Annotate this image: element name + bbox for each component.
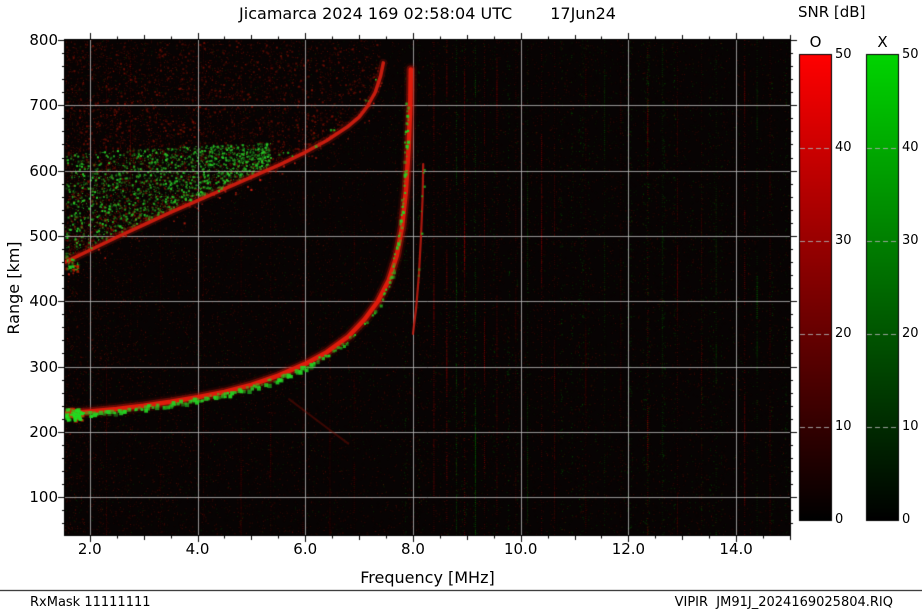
colorbar-tick-label: 10: [835, 419, 852, 434]
colorbar-mode-label: O: [809, 33, 822, 51]
y-tick-label: 200: [29, 422, 58, 441]
colorbar-tick-label: 30: [835, 233, 852, 248]
y-tick-label: 400: [29, 292, 58, 311]
y-tick-label: 100: [29, 488, 58, 507]
colorbar-tick-label: 20: [902, 326, 919, 341]
station-datetime-label: Jicamarca 2024 169 02:58:04 UTC: [239, 4, 513, 23]
file-name-label: VIPIR JM91J_2024169025804.RIQ: [674, 595, 893, 610]
y-axis-label: Range [km]: [4, 241, 23, 335]
y-tick-label: 800: [29, 31, 58, 49]
colorbar-tick-label: 50: [902, 47, 919, 62]
colorbar-tick-label: 0: [835, 512, 844, 527]
y-tick-label: 500: [29, 226, 58, 245]
x-tick-label: 14.0: [719, 540, 753, 558]
colorbar-mode-label: X: [877, 33, 888, 51]
x-tick-label: 12.0: [611, 540, 646, 558]
x-tick-label: 2.0: [77, 540, 102, 558]
colorbar-tick-label: 30: [902, 233, 919, 248]
colorbar-tick-label: 0: [902, 512, 911, 527]
y-tick-label: 700: [29, 96, 58, 115]
colorbar-tick-label: 10: [902, 419, 919, 434]
colorbar-tick-label: 50: [835, 47, 852, 62]
plot-date-label: 17Jun24: [550, 4, 616, 23]
x-tick-label: 6.0: [293, 540, 318, 558]
colorbar-tick-label: 40: [835, 140, 852, 155]
snr-scale-title: SNR [dB]: [798, 3, 866, 21]
colorbar-tick-label: 40: [902, 140, 919, 155]
y-tick-label: 600: [29, 161, 58, 180]
y-tick-label: 300: [29, 357, 58, 376]
x-axis-label: Frequency [MHz]: [360, 568, 495, 587]
x-tick-label: 4.0: [185, 540, 210, 558]
colorbar-tick-label: 20: [835, 326, 852, 341]
x-tick-label: 10.0: [503, 540, 538, 558]
plot-title: Jicamarca 2024 169 02:58:04 UTC 17Jun24: [65, 4, 790, 23]
x-tick-label: 8.0: [401, 540, 425, 558]
rx-mask-label: RxMask 11111111: [30, 595, 151, 610]
